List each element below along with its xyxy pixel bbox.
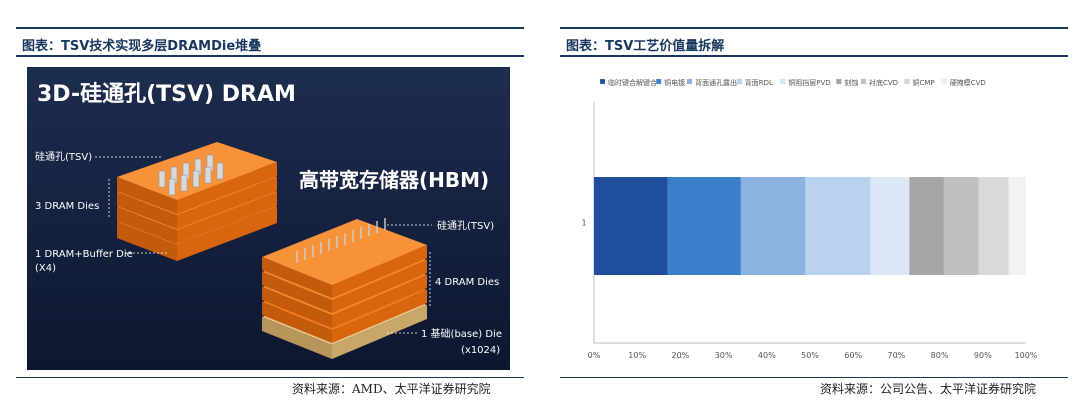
- x-tick-label: 70%: [888, 351, 906, 360]
- hbm-title: 高带宽存储器(HBM): [299, 168, 489, 192]
- label-buffer-die: 1 DRAM+Buffer Die: [35, 249, 133, 260]
- legend-swatch: [599, 78, 606, 85]
- bar-segment: [909, 177, 944, 275]
- right-source: 资料来源：公司公告、太平洋证券研究院: [820, 382, 1037, 396]
- x-tick-label: 60%: [844, 351, 862, 360]
- tsv-hbm-illustration: 3D-硅通孔(TSV) DRAM 硅通孔(TSV) 3 DRA: [27, 67, 510, 370]
- x-tick-label: 0%: [588, 351, 601, 360]
- legend-label: 临时键合解键合: [608, 78, 657, 87]
- left-source: 资料来源：AMD、太平洋证券研究院: [292, 382, 491, 396]
- legend-swatch: [904, 78, 910, 85]
- x-tick-label: 40%: [758, 351, 776, 360]
- label-3-dram-dies: 3 DRAM Dies: [35, 201, 99, 212]
- x-tick-label: 30%: [715, 351, 733, 360]
- x-tick-label: 100%: [1015, 351, 1038, 360]
- legend-swatch: [655, 78, 662, 85]
- label-tsv-left: 硅通孔(TSV): [35, 150, 92, 163]
- bar-segment: [594, 177, 668, 275]
- bar-segment: [870, 177, 910, 275]
- label-4-dram-dies: 4 DRAM Dies: [435, 277, 499, 288]
- right-die-stack: [262, 218, 427, 359]
- legend-label: 铜阻挡层PVD: [788, 78, 830, 87]
- right-panel-title: 图表：TSV工艺价值量拆解: [566, 39, 725, 54]
- label-x1024: (x1024): [461, 345, 500, 356]
- label-tsv-right: 硅通孔(TSV): [437, 219, 494, 232]
- left-source-rule: [16, 377, 524, 378]
- left-title-rule: [16, 27, 524, 29]
- category-label: 1: [581, 219, 586, 228]
- x-tick-label: 10%: [628, 351, 646, 360]
- label-buffer-die-count: (X4): [35, 263, 56, 274]
- legend-swatch: [736, 78, 742, 85]
- bar-segment: [978, 177, 1009, 275]
- x-tick-label: 90%: [974, 351, 992, 360]
- right-source-rule: [560, 377, 1068, 378]
- right-title-rule: [560, 27, 1068, 29]
- legend-label: 铜电镀: [664, 78, 685, 87]
- bar-segment: [740, 177, 806, 275]
- bar-segment: [667, 177, 741, 275]
- legend-swatch: [686, 78, 693, 85]
- legend-label: 硬掩模CVD: [950, 78, 986, 87]
- left-title-underline: [16, 55, 524, 57]
- label-base-die: 1 基础(base) Die: [421, 327, 502, 340]
- legend-label: 铜CMP: [913, 78, 935, 87]
- legend-swatch: [836, 78, 842, 85]
- tsv-value-chart: 临时键合解键合 铜电镀 背面通孔露出 背面RDL 铜阻挡层PVD 刻蚀 衬底CVD 铜CMP 硬…: [581, 78, 1038, 360]
- illus-heading: 3D-硅通孔(TSV) DRAM: [37, 82, 296, 107]
- x-tick-label: 80%: [931, 351, 949, 360]
- legend-label: 背面通孔露出: [695, 78, 737, 87]
- x-tick-label: 50%: [801, 351, 819, 360]
- left-panel-title: 图表：TSV技术实现多层DRAMDie堆叠: [22, 39, 262, 54]
- bar-segment: [943, 177, 979, 275]
- x-tick-label: 20%: [672, 351, 690, 360]
- legend-swatch: [860, 78, 867, 85]
- left-die-stack: [117, 142, 277, 261]
- legend-swatch: [780, 78, 786, 85]
- legend-swatch: [941, 78, 947, 85]
- legend-label: 衬底CVD: [869, 78, 898, 87]
- right-title-underline: [560, 55, 1068, 57]
- legend-label: 刻蚀: [844, 78, 858, 87]
- bar-segment: [1008, 177, 1026, 275]
- bar-segment: [805, 177, 871, 275]
- legend-label: 背面RDL: [745, 78, 773, 87]
